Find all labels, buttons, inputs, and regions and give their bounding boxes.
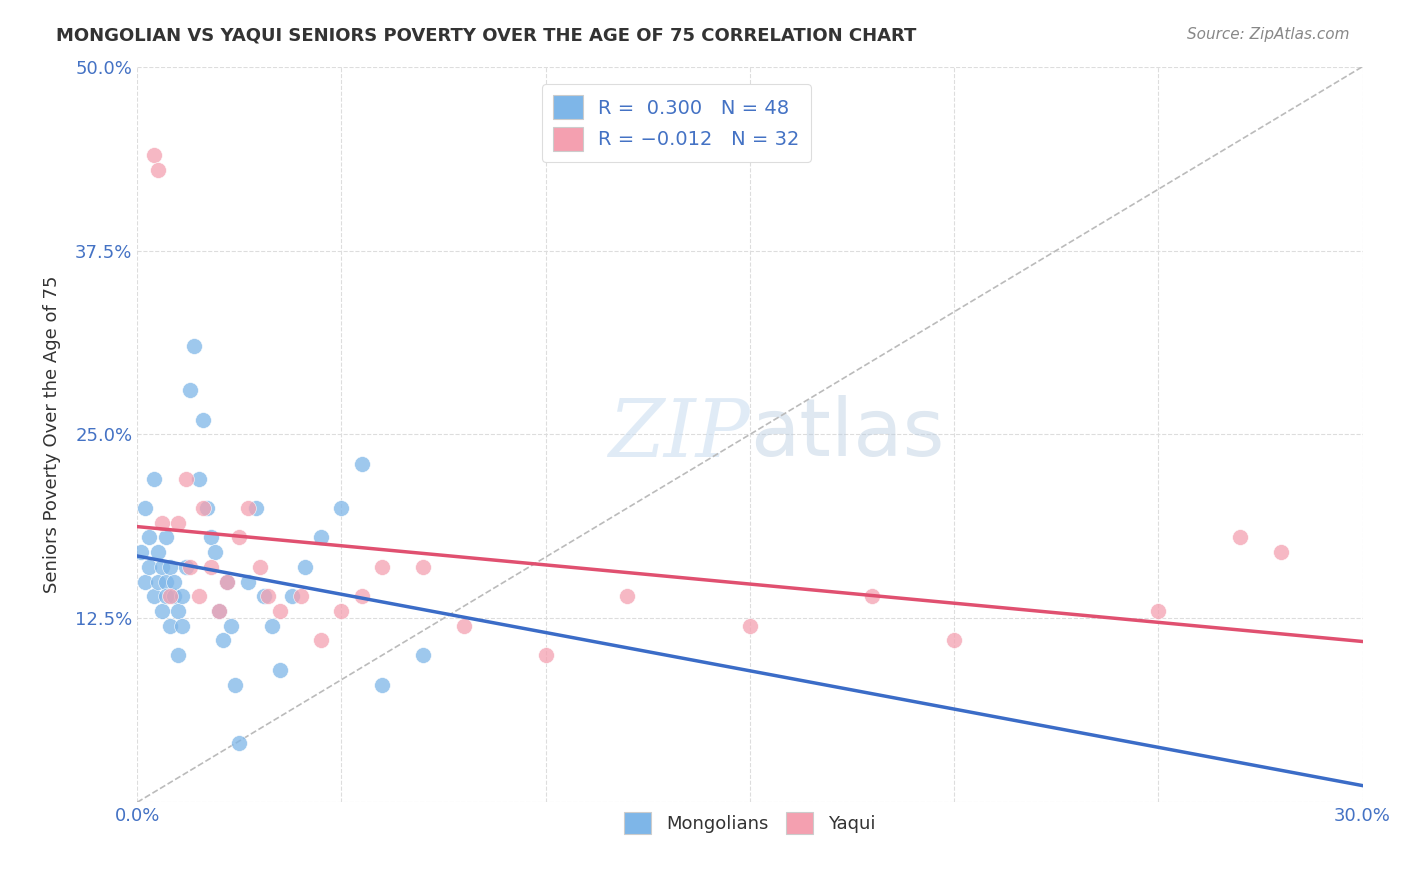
Point (1147, 604, 1170, 618)
Point (294, 559, 316, 574)
Point (269, 604, 291, 618)
Point (257, 589, 280, 603)
Point (179, 384, 201, 398)
Point (219, 618, 242, 632)
Point (862, 589, 884, 603)
Point (253, 589, 276, 603)
Point (208, 604, 231, 618)
Point (412, 648, 434, 662)
Point (228, 530, 250, 544)
Point (249, 559, 271, 574)
Point (142, 148, 165, 162)
Point (155, 530, 177, 544)
Point (330, 501, 353, 516)
Point (172, 589, 194, 603)
Point (616, 589, 638, 603)
Point (159, 589, 181, 603)
Text: atlas: atlas (749, 395, 945, 474)
Point (228, 736, 250, 750)
Point (187, 589, 209, 603)
Point (142, 589, 165, 603)
Point (138, 530, 160, 544)
Point (150, 604, 173, 618)
Point (281, 589, 304, 603)
Point (163, 589, 186, 603)
Point (371, 677, 394, 691)
Point (174, 559, 197, 574)
Point (371, 559, 394, 574)
Point (208, 604, 231, 618)
Point (167, 648, 190, 662)
Point (138, 559, 160, 574)
Point (245, 501, 267, 516)
Point (309, 633, 332, 648)
Point (200, 559, 222, 574)
Point (260, 618, 283, 632)
Point (195, 501, 218, 516)
Y-axis label: Seniors Poverty Over the Age of 75: Seniors Poverty Over the Age of 75 (44, 276, 60, 593)
Point (146, 162, 169, 177)
Point (146, 545, 169, 559)
Point (155, 574, 177, 589)
Point (179, 559, 201, 574)
Point (155, 589, 177, 603)
Point (146, 574, 169, 589)
Point (159, 618, 181, 632)
Point (167, 604, 190, 618)
Point (943, 633, 966, 648)
Point (738, 618, 761, 632)
Point (330, 604, 353, 618)
Point (142, 472, 165, 486)
Point (174, 472, 197, 486)
Point (1270, 545, 1292, 559)
Point (172, 618, 194, 632)
Point (150, 559, 173, 574)
Text: Source: ZipAtlas.com: Source: ZipAtlas.com (1187, 27, 1350, 42)
Legend: Mongolians, Yaqui: Mongolians, Yaqui (613, 801, 886, 845)
Point (191, 413, 214, 427)
Point (183, 339, 205, 353)
Point (191, 501, 214, 516)
Point (163, 574, 186, 589)
Point (217, 574, 239, 589)
Point (200, 530, 222, 544)
Point (350, 457, 373, 471)
Point (1229, 530, 1251, 544)
Point (269, 663, 291, 677)
Point (159, 559, 181, 574)
Text: ZIP: ZIP (609, 396, 749, 473)
Point (236, 574, 259, 589)
Point (309, 530, 332, 544)
Point (290, 589, 312, 603)
Point (412, 559, 434, 574)
Point (134, 574, 156, 589)
Text: MONGOLIAN VS YAQUI SENIORS POVERTY OVER THE AGE OF 75 CORRELATION CHART: MONGOLIAN VS YAQUI SENIORS POVERTY OVER … (56, 27, 917, 45)
Point (212, 633, 235, 648)
Point (217, 574, 239, 589)
Point (167, 516, 190, 530)
Point (150, 516, 173, 530)
Point (453, 618, 475, 632)
Point (204, 545, 226, 559)
Point (236, 501, 259, 516)
Point (534, 648, 557, 662)
Point (187, 472, 209, 486)
Point (131, 545, 153, 559)
Point (134, 501, 156, 516)
Point (224, 677, 246, 691)
Point (350, 589, 373, 603)
